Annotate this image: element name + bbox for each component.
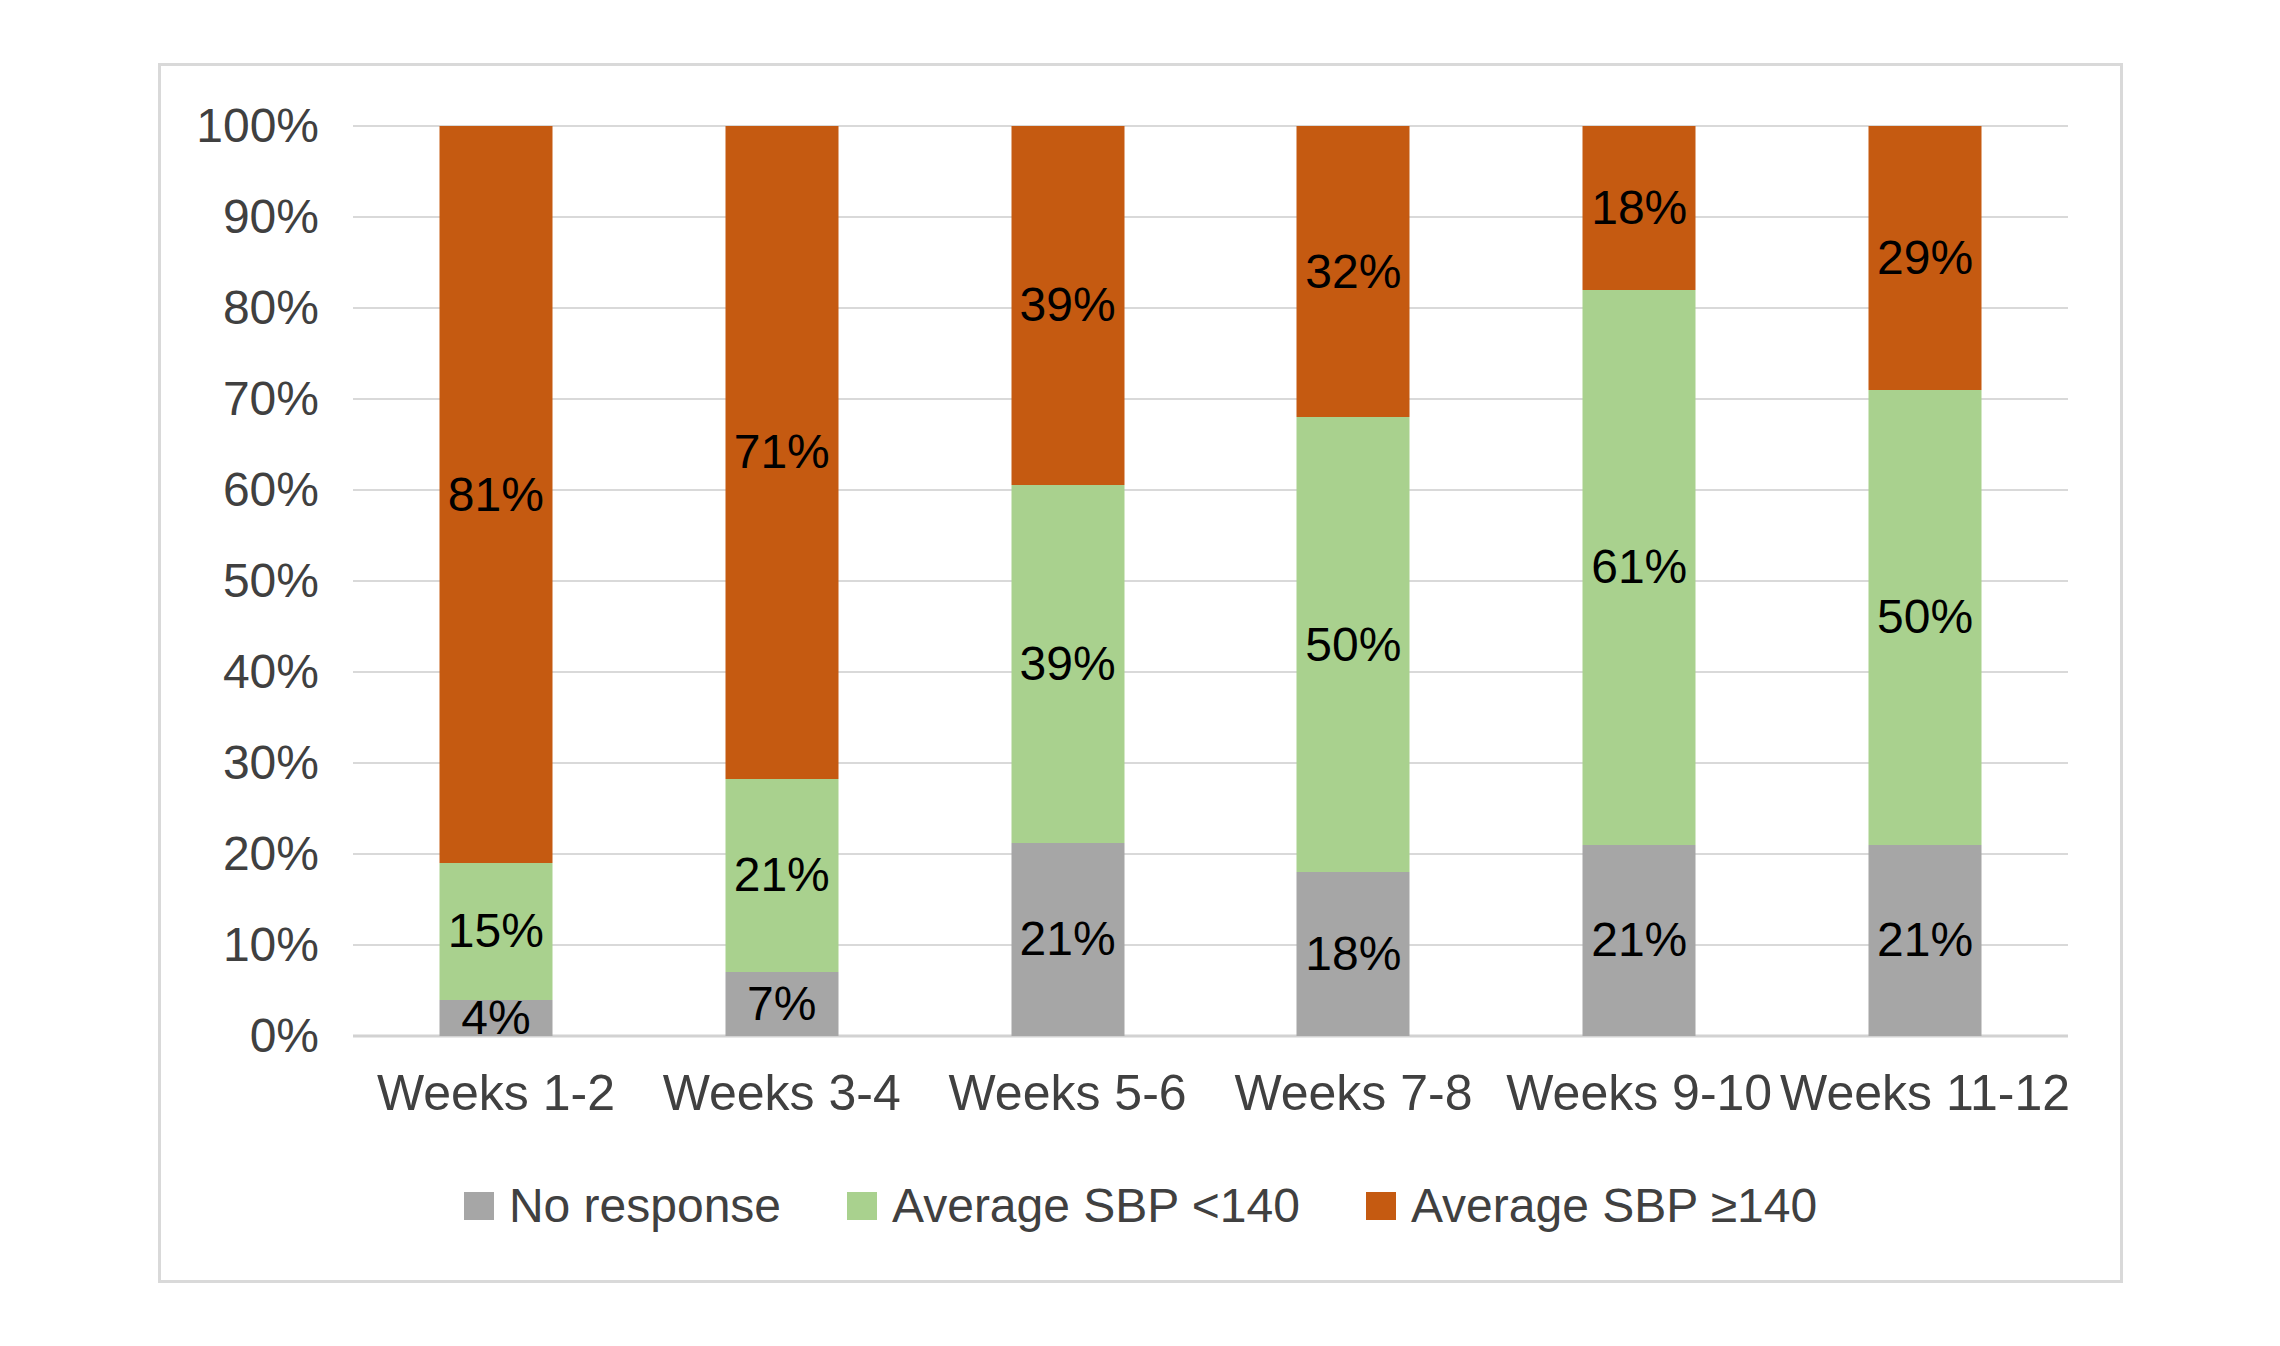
y-tick-label: 40%: [161, 648, 319, 696]
gridline: [353, 489, 2068, 491]
bar-segment: 4%: [439, 1000, 552, 1036]
data-label: 21%: [734, 851, 830, 899]
y-tick-label: 20%: [161, 830, 319, 878]
gridline: [353, 671, 2068, 673]
y-tick-label: 100%: [161, 102, 319, 150]
bar-segment: 7%: [725, 972, 838, 1036]
data-label: 21%: [1591, 916, 1687, 964]
y-tick-label: 30%: [161, 739, 319, 787]
bar-segment: 21%: [1583, 845, 1696, 1036]
legend-swatch-icon: [464, 1192, 494, 1220]
gridline: [353, 853, 2068, 855]
bar-segment: 18%: [1583, 126, 1696, 290]
legend-label: Average SBP <140: [892, 1180, 1300, 1232]
data-label: 18%: [1305, 930, 1401, 978]
bar-column: 21% 39% 39%: [1011, 126, 1124, 1036]
data-label: 7%: [747, 980, 816, 1028]
bar-segment: 29%: [1869, 126, 1982, 390]
bar-column: 4% 15% 81%: [439, 126, 552, 1036]
data-label: 18%: [1591, 184, 1687, 232]
y-axis: 0%10%20%30%40%50%60%70%80%90%100%: [161, 126, 319, 1036]
x-axis-label: Weeks 11-12: [1780, 1068, 2070, 1118]
gridline: [353, 944, 2068, 946]
page: { "chart_data": { "type": "bar", "varian…: [0, 0, 2280, 1346]
legend-item: Average SBP ≥140: [1366, 1180, 1817, 1232]
data-label: 39%: [1020, 281, 1116, 329]
bar-segment: 32%: [1297, 126, 1410, 417]
bar-segment: 50%: [1297, 417, 1410, 872]
y-tick-label: 90%: [161, 193, 319, 241]
legend-swatch-icon: [1366, 1192, 1396, 1220]
x-axis-label: Weeks 3-4: [663, 1068, 901, 1118]
data-label: 71%: [734, 428, 830, 476]
bar-segment: 50%: [1869, 390, 1982, 845]
data-label: 39%: [1020, 640, 1116, 688]
data-label: 61%: [1591, 543, 1687, 591]
legend-label: No response: [509, 1180, 781, 1232]
data-label: 50%: [1305, 621, 1401, 669]
bar-segment: 21%: [725, 779, 838, 972]
data-label: 50%: [1877, 593, 1973, 641]
bar-segment: 39%: [1011, 126, 1124, 484]
bar-segment: 81%: [439, 126, 552, 863]
plot-area: 4% 15% 81% 7% 21% 71% 21% 39% 39% 18% 50% 32% 21% 61%…: [353, 126, 2068, 1036]
data-label: 32%: [1305, 248, 1401, 296]
bar-segment: 61%: [1583, 290, 1696, 845]
bar-segment: 15%: [439, 863, 552, 1000]
y-tick-label: 50%: [161, 557, 319, 605]
data-label: 15%: [448, 907, 544, 955]
gridline: [353, 762, 2068, 764]
bar-segment: 21%: [1869, 845, 1982, 1036]
legend-label: Average SBP ≥140: [1411, 1180, 1817, 1232]
legend-item: No response: [464, 1180, 781, 1232]
bar-segment: 71%: [725, 126, 838, 779]
y-tick-label: 70%: [161, 375, 319, 423]
bar-column: 18% 50% 32%: [1297, 126, 1410, 1036]
data-label: 21%: [1877, 916, 1973, 964]
x-axis-label: Weeks 7-8: [1234, 1068, 1472, 1118]
legend-item: Average SBP <140: [847, 1180, 1300, 1232]
bar-segment: 21%: [1011, 843, 1124, 1036]
x-axis-label: Weeks 9-10: [1506, 1068, 1772, 1118]
bar-segment: 18%: [1297, 872, 1410, 1036]
gridline: [353, 580, 2068, 582]
bar-column: 21% 50% 29%: [1869, 126, 1982, 1036]
bar-column: 7% 21% 71%: [725, 126, 838, 1036]
y-tick-label: 10%: [161, 921, 319, 969]
gridline: [353, 307, 2068, 309]
data-label: 4%: [461, 994, 530, 1042]
x-axis-label: Weeks 1-2: [377, 1068, 615, 1118]
y-tick-label: 0%: [161, 1012, 319, 1060]
gridline: [353, 216, 2068, 218]
bar-segment: 39%: [1011, 485, 1124, 843]
gridline: [353, 125, 2068, 127]
data-label: 29%: [1877, 234, 1973, 282]
legend: No response Average SBP <140 Average SBP ≥…: [161, 1178, 2120, 1234]
y-tick-label: 80%: [161, 284, 319, 332]
y-tick-label: 60%: [161, 466, 319, 514]
x-axis-label: Weeks 5-6: [949, 1068, 1187, 1118]
data-label: 21%: [1020, 915, 1116, 963]
data-label: 81%: [448, 471, 544, 519]
bar-column: 21% 61% 18%: [1583, 126, 1696, 1036]
x-axis: Weeks 1-2 Weeks 3-4 Weeks 5-6 Weeks 7-8 Week…: [353, 1068, 2068, 1124]
legend-swatch-icon: [847, 1192, 877, 1220]
gridline: [353, 398, 2068, 400]
x-axis-line: [353, 1035, 2068, 1038]
chart-box: 0% 10% 20% 30% 40% 50% 60% 70% 80% 90% 100% 4% 15% 8…: [158, 63, 2123, 1283]
